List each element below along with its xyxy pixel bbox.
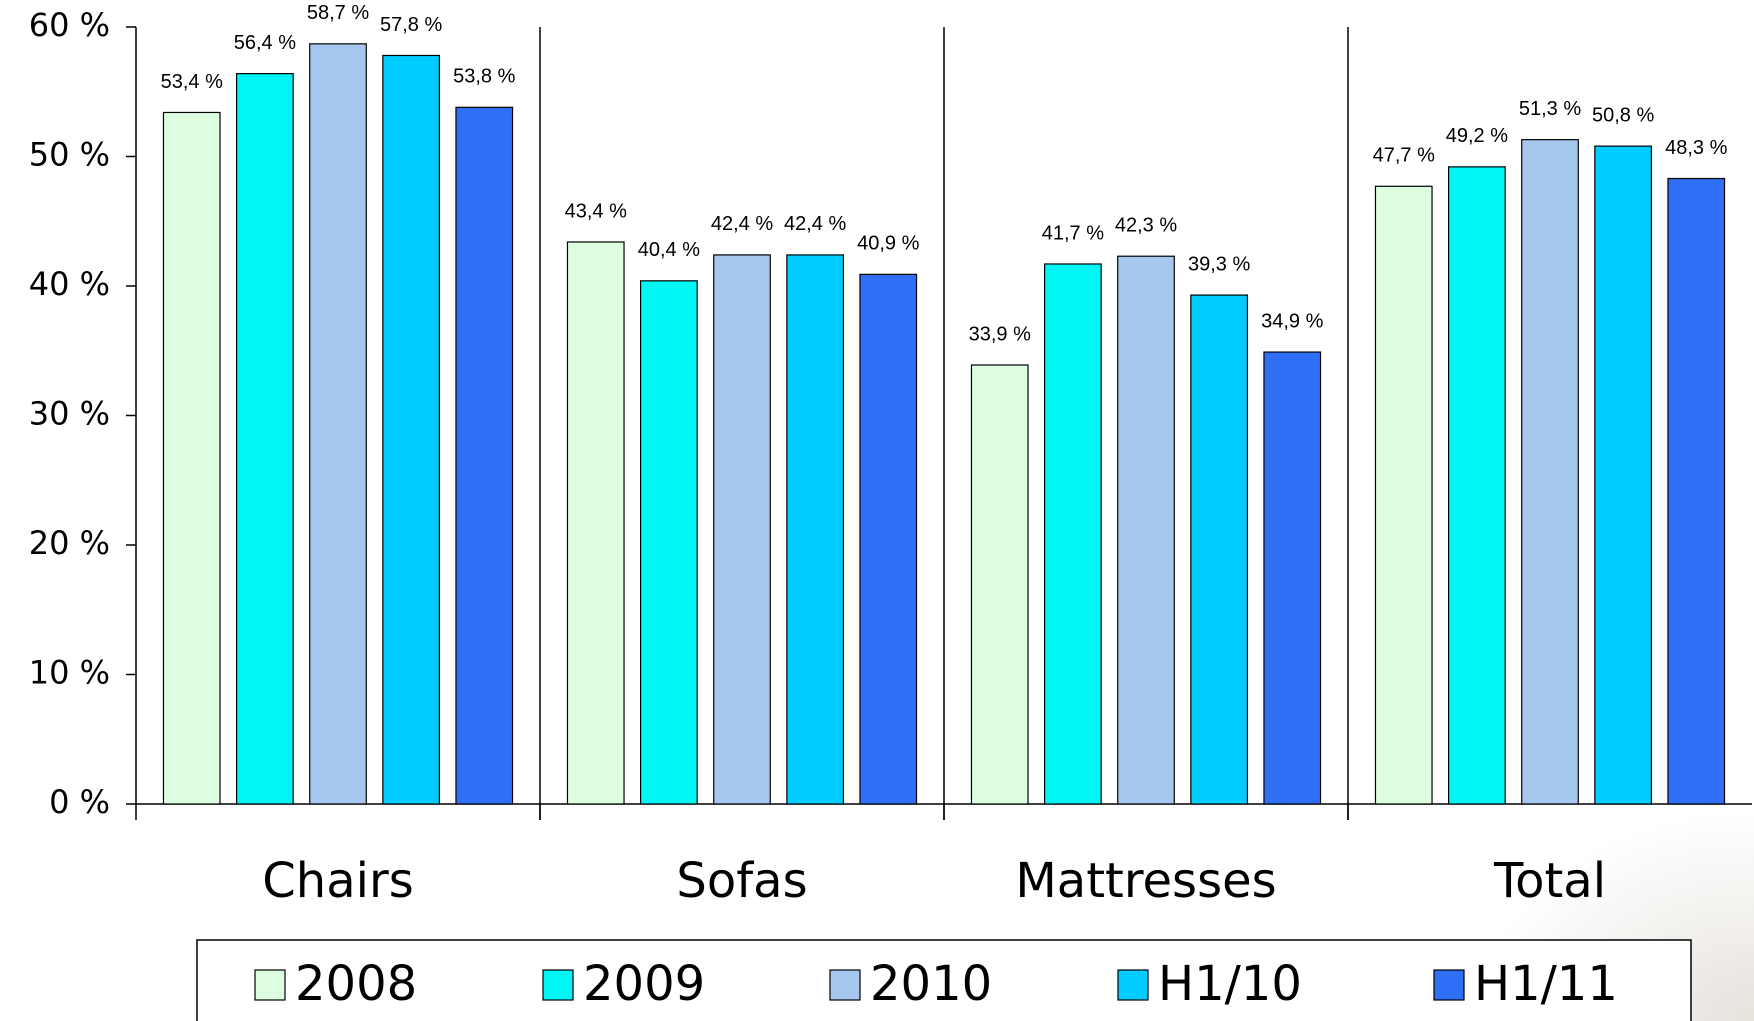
bar	[235, 73, 294, 805]
legend-swatch	[1433, 969, 1465, 1001]
legend-label: 2009	[583, 956, 705, 1012]
bar	[382, 54, 441, 805]
value-label: 40,4 %	[638, 239, 700, 261]
value-label: 51,3 %	[1519, 98, 1581, 120]
legend-label: H1/10	[1158, 956, 1302, 1012]
y-tick-label: 30 %	[29, 395, 110, 433]
y-tick-label: 60 %	[29, 6, 110, 44]
bar	[1374, 185, 1433, 805]
bar	[859, 273, 918, 805]
value-label: 42,4 %	[784, 213, 846, 235]
bar	[1594, 145, 1653, 805]
value-label: 58,7 %	[307, 2, 369, 24]
value-label: 33,9 %	[969, 323, 1031, 345]
bar	[639, 280, 698, 805]
bar	[1521, 139, 1579, 805]
legend-label: 2010	[870, 956, 992, 1012]
bar	[1447, 166, 1506, 805]
value-label: 39,3 %	[1188, 253, 1250, 275]
bar	[162, 111, 221, 805]
y-tick-label: 0 %	[49, 783, 110, 821]
value-label: 50,8 %	[1592, 104, 1654, 126]
bar	[970, 364, 1029, 805]
y-tick-label: 50 %	[29, 136, 110, 174]
value-label: 41,7 %	[1042, 222, 1104, 244]
legend-swatch	[254, 969, 286, 1001]
legend-swatch	[829, 969, 861, 1001]
value-label: 53,4 %	[161, 71, 223, 93]
value-label: 47,7 %	[1373, 145, 1435, 167]
legend-label: 2008	[295, 956, 417, 1012]
value-label: 53,8 %	[453, 66, 515, 88]
y-tick-label: 10 %	[29, 654, 110, 692]
bar	[1117, 255, 1175, 805]
bar	[309, 43, 367, 805]
bar	[1263, 351, 1322, 805]
value-label: 42,3 %	[1115, 214, 1177, 236]
x-tick-label: Chairs	[262, 853, 413, 909]
y-tick-label: 20 %	[29, 524, 110, 562]
value-label: 49,2 %	[1446, 125, 1508, 147]
value-label: 57,8 %	[380, 14, 442, 36]
bar	[1190, 294, 1249, 805]
bar	[1667, 177, 1726, 805]
legend-swatch	[1117, 969, 1149, 1001]
x-tick-label: Sofas	[676, 853, 807, 909]
bar	[713, 254, 771, 805]
value-label: 42,4 %	[711, 213, 773, 235]
x-tick-label: Total	[1493, 853, 1606, 909]
value-label: 48,3 %	[1665, 137, 1727, 159]
legend-label: H1/11	[1474, 956, 1618, 1012]
x-tick-label: Mattresses	[1015, 853, 1276, 909]
value-label: 56,4 %	[234, 32, 296, 54]
bar	[786, 254, 845, 805]
bar	[1043, 263, 1102, 805]
bar	[455, 106, 514, 805]
legend-swatch	[542, 969, 574, 1001]
value-label: 43,4 %	[565, 200, 627, 222]
bar	[566, 241, 625, 805]
value-label: 34,9 %	[1261, 310, 1323, 332]
y-tick-label: 40 %	[29, 265, 110, 303]
value-label: 40,9 %	[857, 233, 919, 255]
